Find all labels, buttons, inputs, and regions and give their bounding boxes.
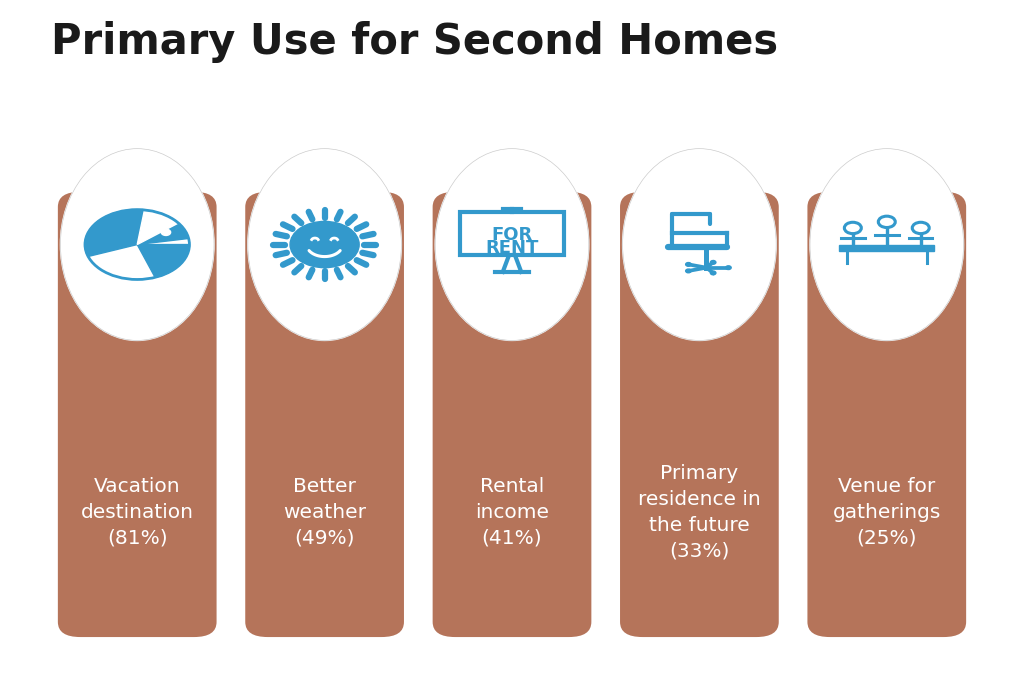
- FancyBboxPatch shape: [840, 245, 934, 251]
- Text: Vacation
destination
(81%): Vacation destination (81%): [81, 477, 194, 547]
- FancyBboxPatch shape: [432, 192, 592, 637]
- FancyBboxPatch shape: [807, 192, 967, 637]
- Text: Primary
residence in
the future
(33%): Primary residence in the future (33%): [638, 464, 761, 560]
- FancyBboxPatch shape: [246, 192, 403, 637]
- Polygon shape: [137, 245, 189, 277]
- Text: FOR: FOR: [492, 226, 532, 244]
- Ellipse shape: [248, 149, 401, 340]
- Circle shape: [711, 271, 716, 275]
- Ellipse shape: [60, 149, 214, 340]
- Text: Rental
income
(41%): Rental income (41%): [475, 477, 549, 547]
- Circle shape: [686, 262, 691, 266]
- FancyBboxPatch shape: [460, 212, 564, 256]
- FancyBboxPatch shape: [58, 192, 217, 637]
- Polygon shape: [85, 210, 188, 256]
- Ellipse shape: [435, 149, 589, 340]
- Text: Better
weather
(49%): Better weather (49%): [283, 477, 367, 547]
- Circle shape: [726, 266, 731, 269]
- Circle shape: [85, 210, 189, 279]
- Circle shape: [711, 260, 716, 264]
- Circle shape: [161, 229, 171, 236]
- Ellipse shape: [810, 149, 964, 340]
- Text: Venue for
gatherings
(25%): Venue for gatherings (25%): [833, 477, 941, 547]
- FancyBboxPatch shape: [620, 192, 778, 637]
- Ellipse shape: [623, 149, 776, 340]
- Text: RENT: RENT: [485, 239, 539, 257]
- Circle shape: [290, 221, 359, 268]
- Polygon shape: [137, 210, 178, 245]
- Text: Primary Use for Second Homes: Primary Use for Second Homes: [51, 21, 778, 62]
- Circle shape: [686, 269, 691, 273]
